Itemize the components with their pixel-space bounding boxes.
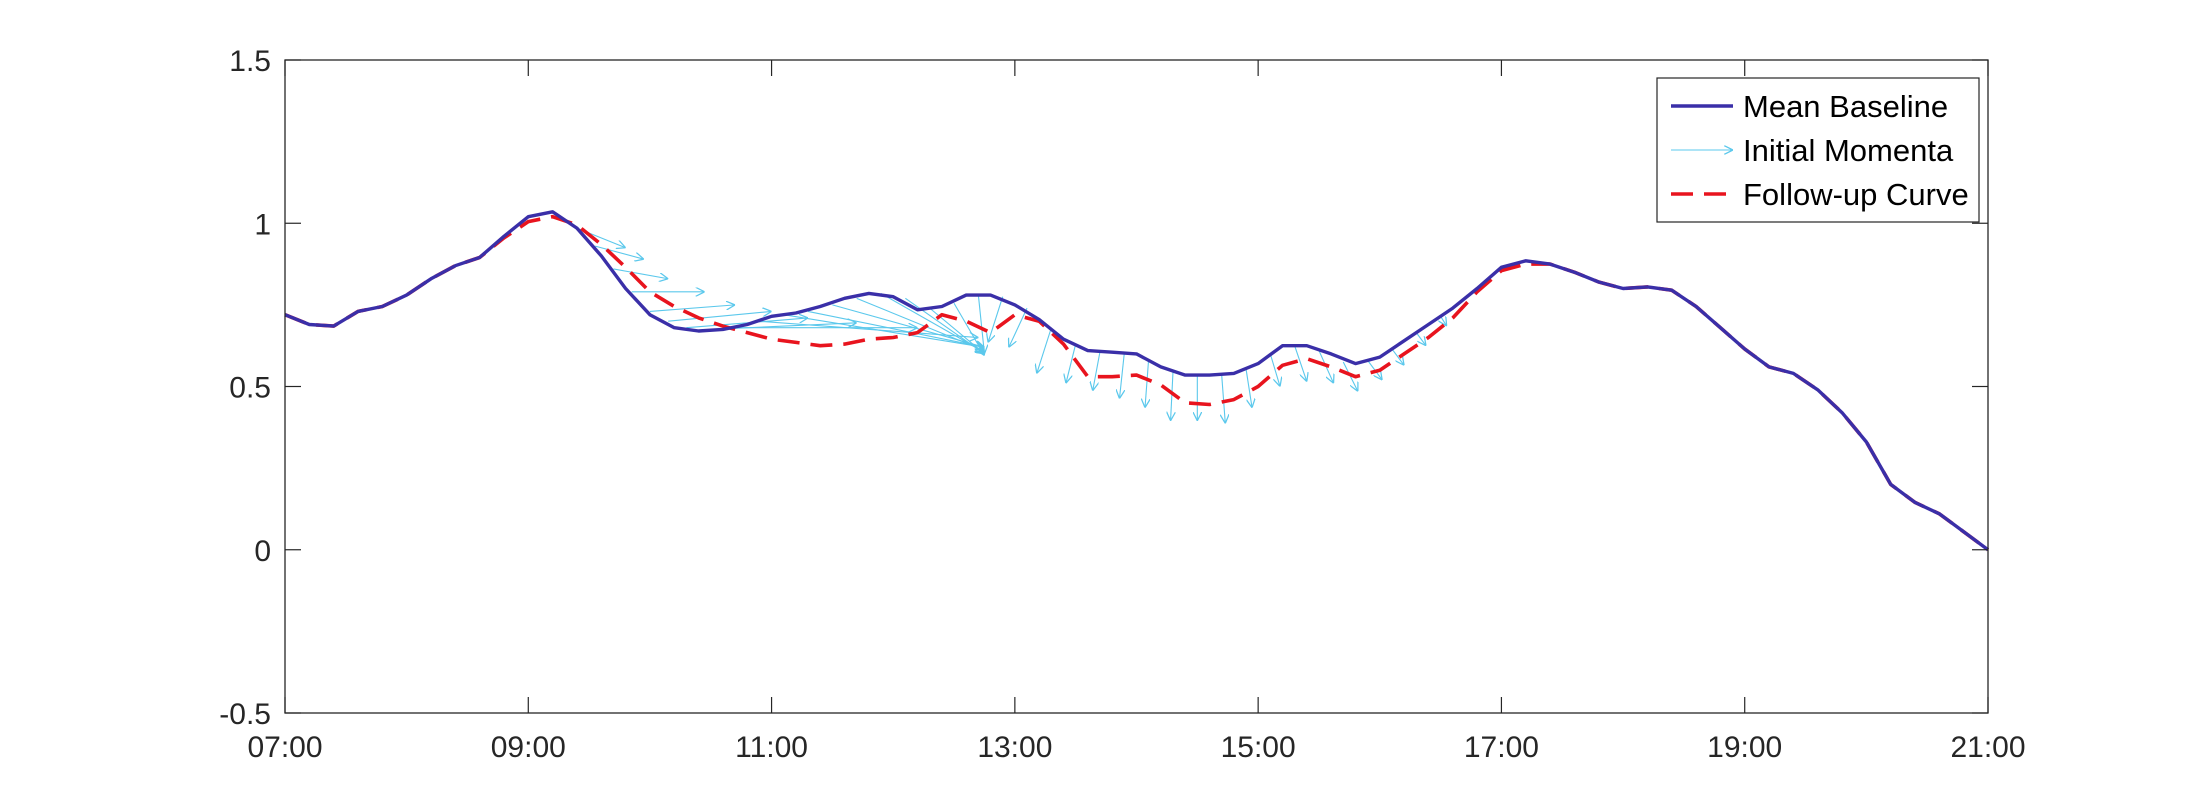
- momentum-arrow: [783, 314, 985, 348]
- momentum-arrow: [1037, 327, 1052, 374]
- y-tick-label: 0: [254, 535, 271, 568]
- axis-ticks: 07:00 09:00 11:00 13:00 15:00 17:00 19:00 21:00…: [219, 45, 2025, 764]
- momentum-arrow: [1222, 374, 1226, 423]
- momentum-arrow: [595, 245, 644, 259]
- legend: Mean Baseline Initial Momenta Follow-up Cu…: [1656, 77, 1980, 223]
- series-lines: [284, 210, 1990, 552]
- momentum-arrow: [1093, 351, 1101, 391]
- x-tick-label: 17:00: [1464, 731, 1539, 764]
- momentum-arrow: [649, 305, 735, 312]
- y-tick-label: -0.5: [219, 698, 271, 731]
- legend-label: Follow-up Curve: [1743, 177, 1969, 212]
- momentum-arrow: [1119, 352, 1124, 399]
- x-tick-label: 15:00: [1221, 731, 1296, 764]
- x-tick-label: 13:00: [977, 731, 1052, 764]
- y-tick-label: 0.5: [229, 372, 271, 405]
- x-tick-label: 07:00: [247, 731, 322, 764]
- momentum-arrow: [1171, 371, 1173, 421]
- momentum-arrow: [759, 320, 978, 337]
- momentum-arrow: [1415, 332, 1426, 346]
- momentum-arrow: [1066, 343, 1077, 383]
- momentum-arrow: [1391, 348, 1404, 365]
- momentum-arrow: [977, 295, 984, 354]
- momentum-arrow: [905, 297, 984, 354]
- x-tick-label: 09:00: [491, 731, 566, 764]
- momentum-arrow: [856, 297, 985, 350]
- momentum-arrow: [807, 310, 984, 347]
- legend-label: Mean Baseline: [1743, 89, 1948, 124]
- momentum-arrow: [1145, 358, 1149, 408]
- momentum-arrow: [1441, 316, 1447, 326]
- x-tick-label: 11:00: [735, 731, 808, 764]
- momentum-arrow: [1294, 345, 1307, 382]
- momentum-arrow: [1009, 307, 1028, 347]
- mean-baseline-line: [284, 210, 1990, 552]
- momentum-arrow: [1269, 353, 1280, 387]
- momentum-arrow: [668, 311, 771, 322]
- momentum-arrow: [1245, 368, 1252, 408]
- momentum-arrow: [988, 296, 1004, 343]
- legend-label: Initial Momenta: [1743, 133, 1954, 168]
- x-tick-label: 21:00: [1950, 731, 2025, 764]
- y-tick-label: 1.5: [229, 45, 271, 78]
- x-tick-label: 19:00: [1707, 731, 1782, 764]
- momentum-arrow: [613, 268, 668, 279]
- momentum-arrow: [1342, 361, 1358, 391]
- y-tick-label: 1: [254, 208, 271, 241]
